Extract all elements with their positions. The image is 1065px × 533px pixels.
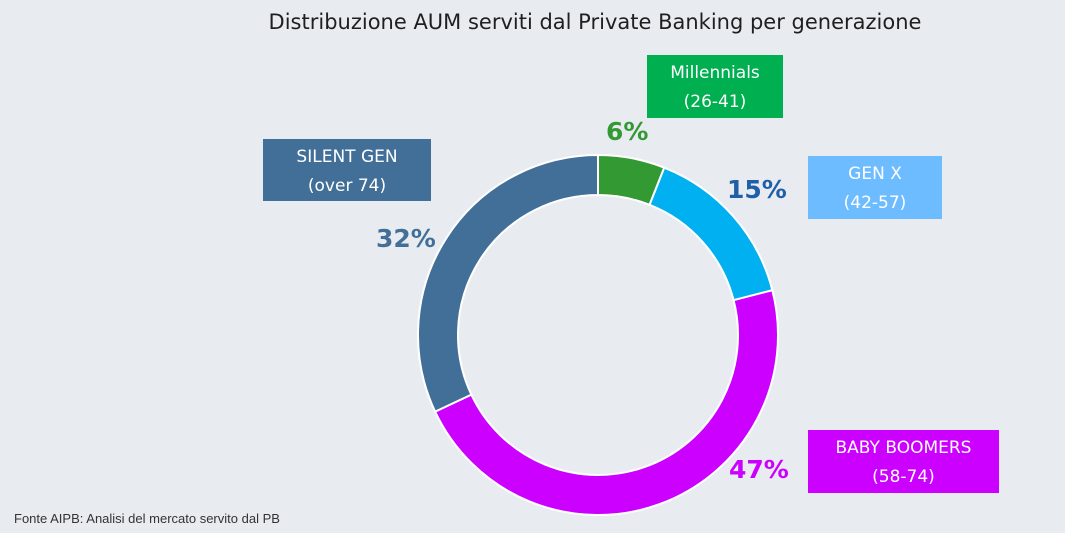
legend-range-millennials: (26-41) <box>683 92 747 112</box>
legend-range-gen-x: (42-57) <box>843 193 907 213</box>
chart-title: Distribuzione AUM serviti dal Private Ba… <box>268 10 922 34</box>
legend-box-millennials: Millennials (26-41) <box>647 55 783 118</box>
legend-range-silent-gen: (over 74) <box>307 176 387 196</box>
source-note: Fonte AIPB: Analisi del mercato servito … <box>14 511 280 526</box>
legend-name-gen-x: GEN X <box>848 164 902 184</box>
legend-box-silent-gen: SILENT GEN (over 74) <box>263 139 431 201</box>
value-label-gen-x: 15% <box>727 175 787 204</box>
legend-range-baby-boomers: (58-74) <box>872 467 935 487</box>
legend-name-millennials: Millennials <box>670 63 760 83</box>
legend-name-baby-boomers: BABY BOOMERS <box>835 438 972 458</box>
value-label-millennials: 6% <box>606 117 649 146</box>
legend-box-gen-x: GEN X (42-57) <box>808 156 942 219</box>
value-label-baby-boomers: 47% <box>729 455 789 484</box>
legend-box-baby-boomers: BABY BOOMERS (58-74) <box>808 430 999 493</box>
legend-name-silent-gen: SILENT GEN <box>296 147 398 167</box>
slice-silent-gen <box>417 153 599 413</box>
value-label-silent-gen: 32% <box>376 224 436 253</box>
slice-baby-boomers <box>433 289 779 516</box>
